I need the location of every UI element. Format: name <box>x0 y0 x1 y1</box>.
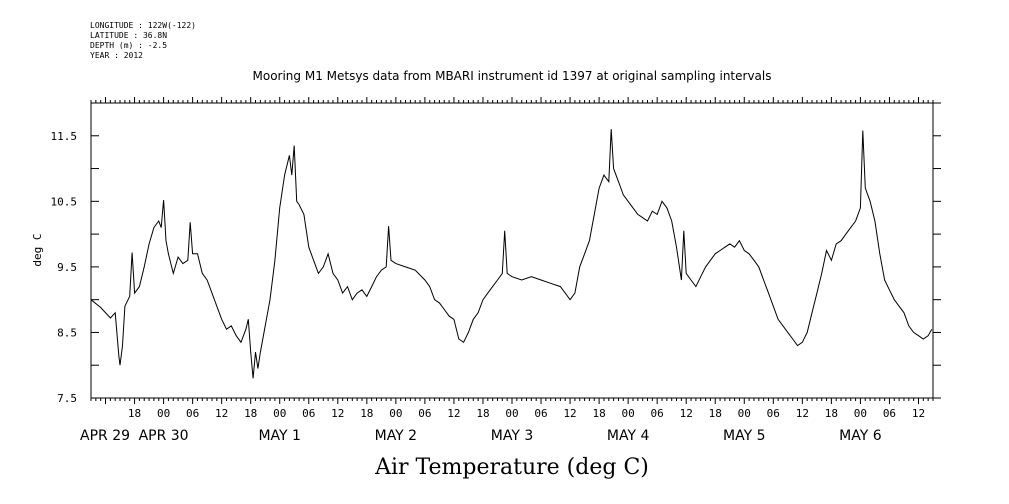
date-label: APR 29 <box>80 428 130 444</box>
x-tick-label: 00 <box>389 407 402 420</box>
x-tick-label: 18 <box>360 407 373 420</box>
x-tick-label: 06 <box>302 407 315 420</box>
x-tick-label: 06 <box>651 407 664 420</box>
x-tick-label: 12 <box>912 407 925 420</box>
x-tick-label: 12 <box>680 407 693 420</box>
x-tick-label: 06 <box>883 407 896 420</box>
x-tick-label: 12 <box>796 407 809 420</box>
latitude-label: LATITUDE : 36.8N <box>90 31 168 40</box>
x-tick-label: 18 <box>825 407 838 420</box>
x-tick-label: 06 <box>534 407 547 420</box>
x-tick-label: 12 <box>331 407 344 420</box>
chart-title: Mooring M1 Metsys data from MBARI instru… <box>253 69 772 83</box>
x-tick-label: 00 <box>854 407 867 420</box>
x-tick-label: 00 <box>738 407 751 420</box>
y-tick-label: 11.5 <box>51 130 78 143</box>
date-label: MAY 2 <box>375 428 417 444</box>
y-tick-label: 9.5 <box>57 261 77 274</box>
x-tick-label: 12 <box>563 407 576 420</box>
date-label: MAY 5 <box>723 428 765 444</box>
year-label: YEAR : 2012 <box>90 51 143 60</box>
longitude-label: LONGITUDE : 122W(-122) <box>90 21 196 30</box>
x-tick-label: 18 <box>709 407 722 420</box>
plot-frame <box>90 102 934 399</box>
x-tick-label: 00 <box>273 407 286 420</box>
series-line <box>90 129 933 379</box>
x-tick-label: 18 <box>128 407 141 420</box>
x-tick-label: 12 <box>215 407 228 420</box>
y-tick-label: 8.5 <box>57 326 77 339</box>
x-tick-label: 06 <box>418 407 431 420</box>
date-label: APR 30 <box>139 428 189 444</box>
x-tick-label: 06 <box>186 407 199 420</box>
metadata-block: LONGITUDE : 122W(-122) LATITUDE : 36.8N … <box>90 21 196 61</box>
y-tick-label: 7.5 <box>57 392 77 405</box>
axis-ticks <box>90 97 941 404</box>
date-label: MAY 6 <box>839 428 882 444</box>
date-label: MAY 3 <box>491 428 533 444</box>
axis-labels: 7.5 8.5 9.5 10.5 11.5 18 00 06 12 18 00 06 12 18 00 06 1… <box>51 130 926 444</box>
x-axis-label: Air Temperature (deg C) <box>374 455 649 480</box>
x-tick-label: 00 <box>622 407 635 420</box>
x-tick-label: 00 <box>157 407 170 420</box>
y-tick-label: 10.5 <box>51 195 78 208</box>
depth-label: DEPTH (m) : -2.5 <box>90 41 168 50</box>
x-tick-label: 18 <box>476 407 489 420</box>
x-tick-label: 00 <box>505 407 518 420</box>
x-tick-label: 06 <box>767 407 780 420</box>
x-tick-label: 18 <box>244 407 257 420</box>
x-tick-label: 18 <box>592 407 605 420</box>
y-axis-label: deg C <box>31 233 44 266</box>
date-label: MAY 1 <box>258 428 300 444</box>
date-label: MAY 4 <box>607 428 650 444</box>
x-tick-label: 12 <box>447 407 460 420</box>
